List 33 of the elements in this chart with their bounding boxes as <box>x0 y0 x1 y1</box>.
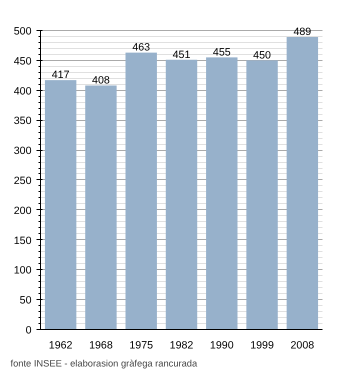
x-tick-label: 1990 <box>210 340 234 352</box>
y-tick-label: 400 <box>14 85 32 98</box>
data-label: 417 <box>52 69 70 82</box>
y-tick-label: 500 <box>14 25 32 38</box>
data-label: 455 <box>212 46 231 58</box>
source-note: fonte INSEE - elaborasion gràfega rancurada <box>10 358 198 368</box>
x-tick-label: 1968 <box>89 340 113 352</box>
y-tick-label: 200 <box>14 204 32 217</box>
y-tick-label: 50 <box>20 294 32 307</box>
y-tick-label: 300 <box>14 145 32 158</box>
bar <box>44 80 76 330</box>
y-tick-label: 250 <box>14 174 32 187</box>
bar <box>206 57 238 330</box>
bar <box>246 60 278 330</box>
y-tick-label: 450 <box>14 55 32 68</box>
data-label: 451 <box>172 48 190 61</box>
y-tick-label: 150 <box>14 234 32 247</box>
bar <box>126 52 157 330</box>
x-tick-label: 1975 <box>129 340 154 352</box>
bar <box>286 37 318 330</box>
bar <box>166 60 198 330</box>
y-tick-label: 100 <box>14 264 32 277</box>
data-label: 408 <box>92 74 110 86</box>
bar <box>85 85 117 330</box>
data-label: 463 <box>132 42 150 54</box>
y-tick-label: 350 <box>14 115 32 128</box>
x-tick-label: 1999 <box>250 340 274 352</box>
data-label: 489 <box>293 26 312 38</box>
x-tick-label: 1962 <box>48 340 73 352</box>
y-tick-label: 0 <box>26 324 32 336</box>
data-label: 450 <box>253 49 272 62</box>
x-tick-label: 2008 <box>290 340 314 352</box>
x-tick-label: 1982 <box>170 340 194 352</box>
